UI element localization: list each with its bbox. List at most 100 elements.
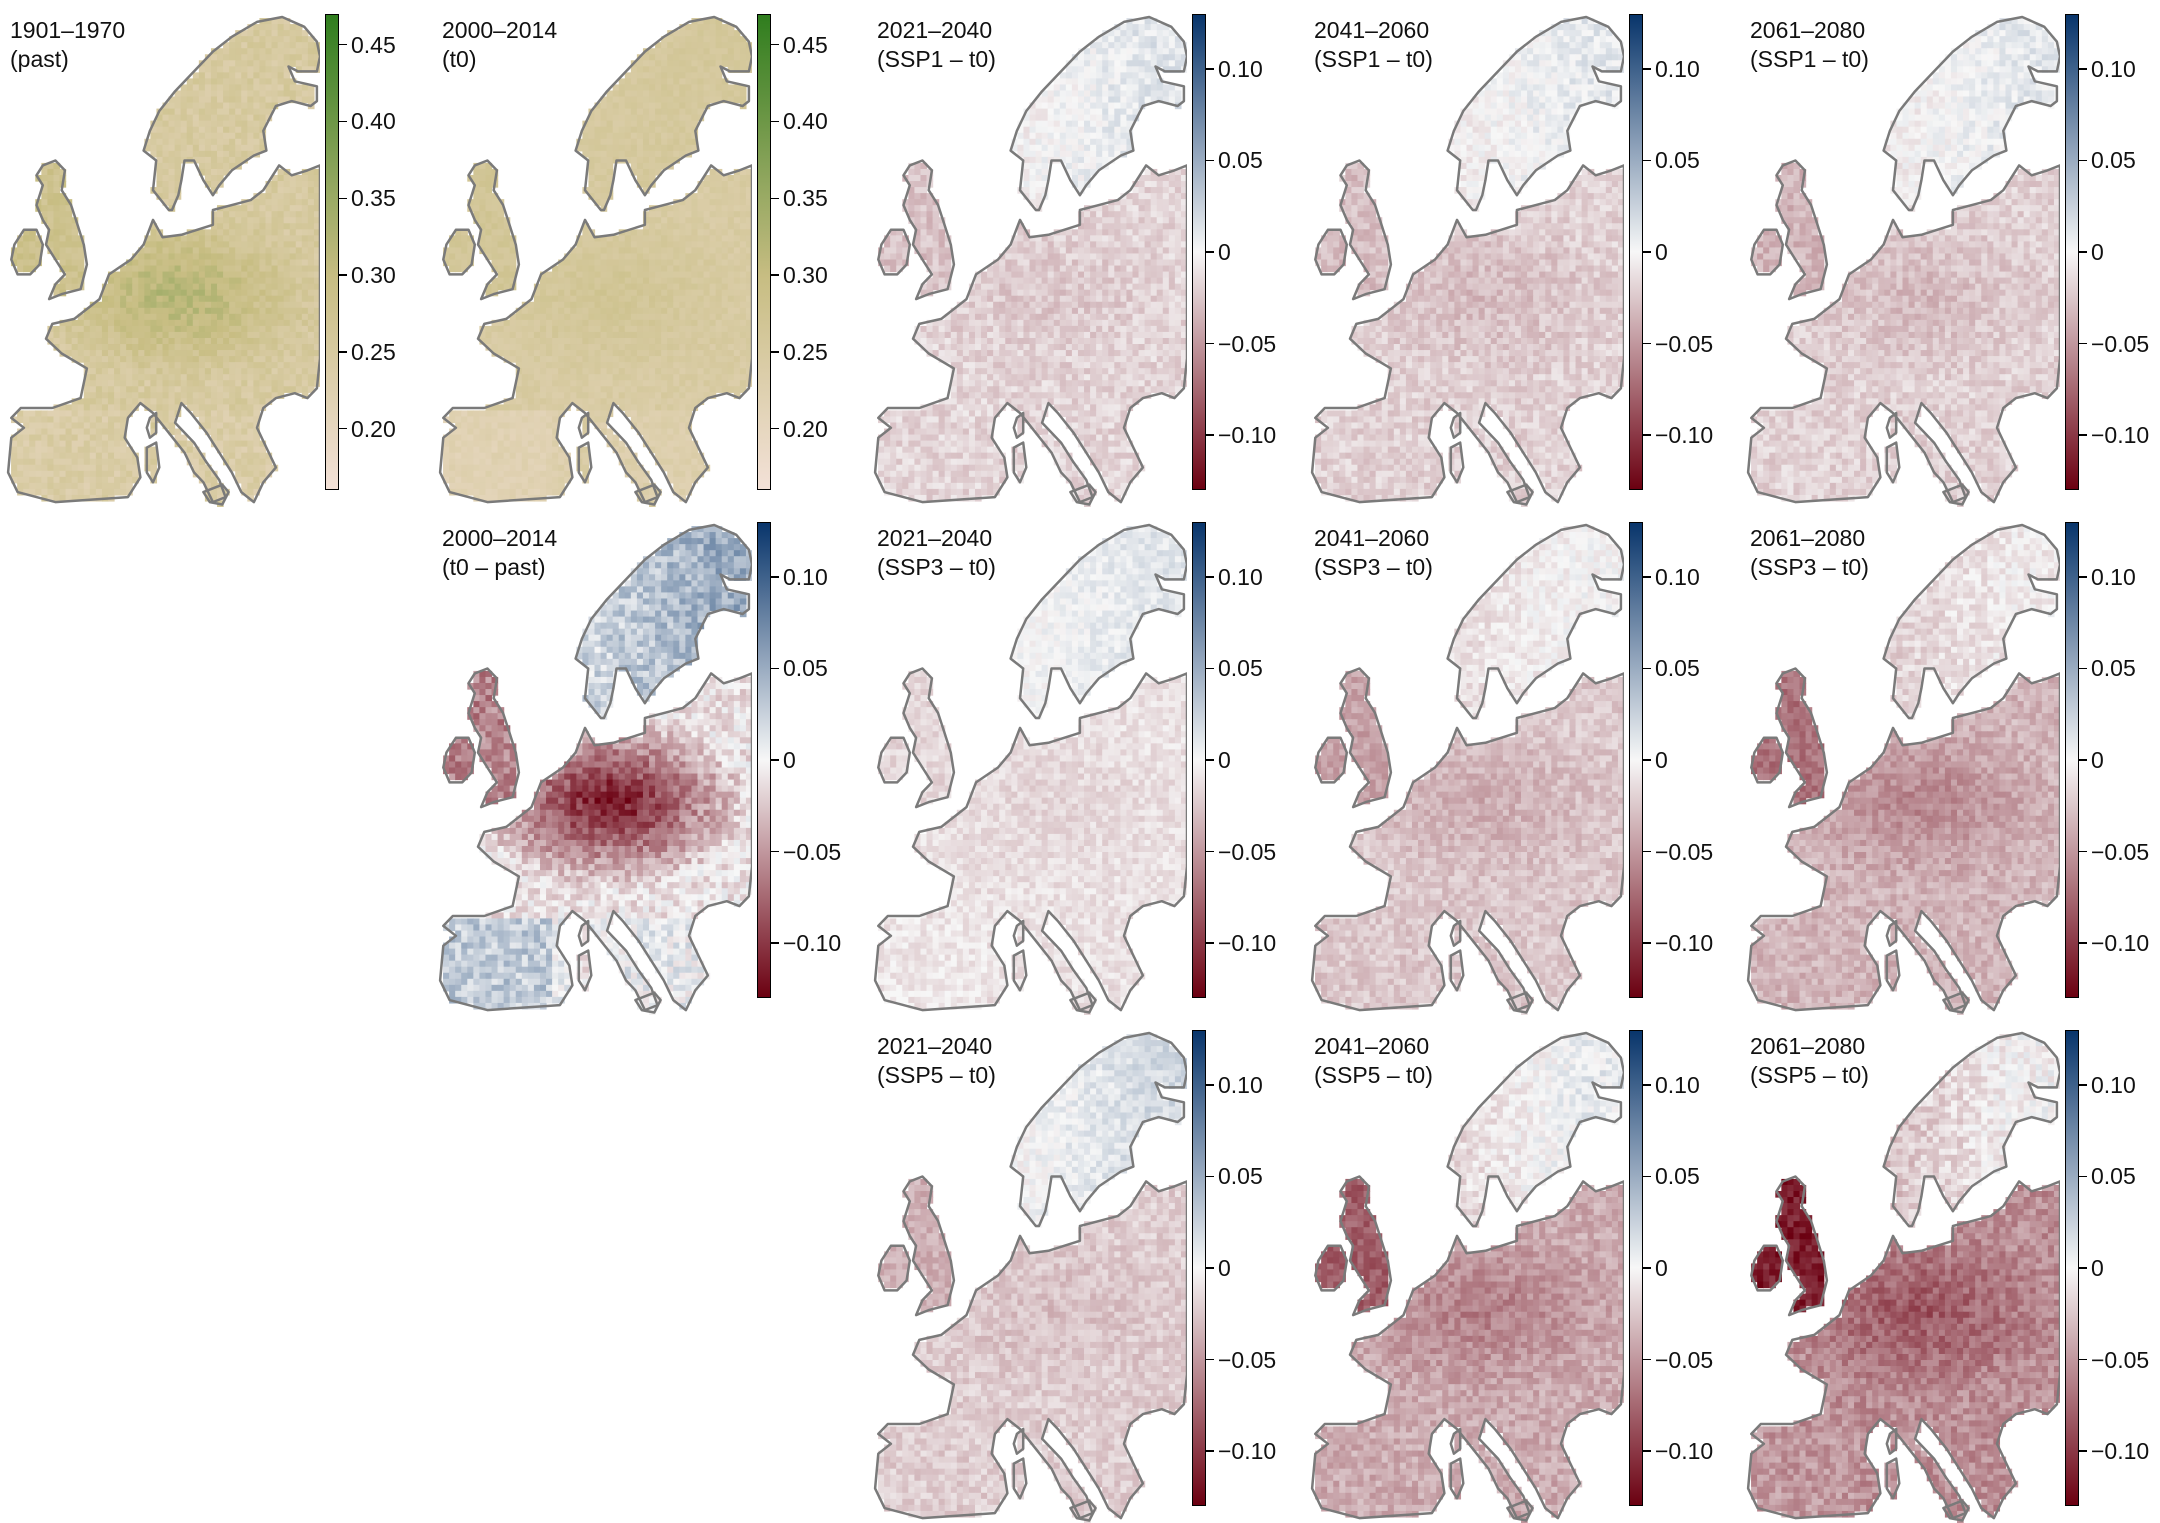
grid-cell	[302, 344, 309, 351]
grid-cell	[679, 205, 686, 212]
grid-cell	[235, 344, 242, 351]
grid-cell	[595, 344, 602, 351]
grid-cell	[625, 247, 632, 254]
grid-cell	[649, 139, 656, 146]
grid-cell	[181, 320, 188, 327]
grid-cell	[492, 471, 499, 478]
grid-cell	[528, 386, 535, 393]
colorbar-tick-label: 0.45	[783, 33, 828, 57]
grid-cell	[691, 459, 698, 466]
grid-cell	[235, 60, 242, 67]
grid-cell	[528, 362, 535, 369]
grid-cell	[516, 489, 523, 496]
grid-cell	[47, 447, 54, 454]
grid-cell	[691, 115, 698, 122]
grid-cell	[1114, 30, 1121, 37]
grid-cell	[625, 314, 632, 321]
grid-cell	[649, 169, 656, 176]
grid-cell	[679, 66, 686, 73]
grid-cell	[66, 217, 73, 224]
grid-cell	[223, 441, 230, 448]
grid-cell	[35, 422, 42, 429]
grid-cell	[278, 368, 285, 375]
grid-cell	[510, 453, 517, 460]
grid-cell	[156, 380, 163, 387]
grid-cell	[601, 133, 608, 140]
grid-cell	[631, 368, 638, 375]
grid-cell	[114, 350, 121, 357]
grid-cell	[716, 78, 723, 85]
grid-cell	[576, 356, 583, 363]
grid-cell	[169, 247, 176, 254]
grid-cell	[697, 356, 704, 363]
grid-cell	[1066, 97, 1073, 104]
grid-cell	[235, 332, 242, 339]
grid-cell	[181, 235, 188, 242]
grid-cell	[697, 30, 704, 37]
grid-cell	[697, 350, 704, 357]
grid-cell	[259, 30, 266, 37]
grid-cell	[193, 247, 200, 254]
grid-cell	[253, 205, 260, 212]
grid-cell	[193, 139, 200, 146]
grid-cell	[1072, 133, 1079, 140]
grid-cell	[649, 441, 656, 448]
grid-cell	[90, 308, 97, 315]
grid-cell	[1054, 133, 1061, 140]
grid-cell	[163, 151, 170, 158]
grid-cell	[697, 326, 704, 333]
grid-cell	[1126, 97, 1133, 104]
grid-cell	[631, 392, 638, 399]
grid-cell	[625, 109, 632, 116]
grid-cell	[479, 441, 486, 448]
grid-cell	[138, 266, 145, 273]
grid-cell	[625, 139, 632, 146]
grid-cell	[302, 380, 309, 387]
grid-cell	[217, 441, 224, 448]
grid-cell	[302, 356, 309, 363]
grid-cell	[108, 435, 115, 442]
colorbar-gradient	[757, 14, 771, 490]
grid-cell	[259, 78, 266, 85]
grid-cell	[229, 296, 236, 303]
grid-cell	[253, 296, 260, 303]
grid-cell	[498, 404, 505, 411]
grid-cell	[546, 290, 553, 297]
grid-cell	[740, 217, 747, 224]
grid-cell	[679, 48, 686, 55]
grid-cell	[17, 266, 24, 273]
grid-cell	[534, 410, 541, 417]
grid-cell	[259, 241, 266, 248]
grid-cell	[685, 314, 692, 321]
grid-cell	[607, 320, 614, 327]
grid-cell	[96, 483, 103, 490]
grid-cell	[704, 332, 711, 339]
grid-cell	[643, 97, 650, 104]
grid-cell	[35, 416, 42, 423]
grid-cell	[290, 205, 297, 212]
grid-cell	[716, 272, 723, 279]
grid-cell	[661, 386, 668, 393]
grid-cell	[66, 410, 73, 417]
grid-cell	[716, 181, 723, 188]
grid-cell	[728, 241, 735, 248]
grid-cell	[619, 386, 626, 393]
grid-cell	[41, 489, 48, 496]
grid-cell	[607, 260, 614, 267]
grid-cell	[247, 42, 254, 49]
grid-cell	[710, 302, 717, 309]
grid-cell	[1163, 54, 1170, 61]
grid-cell	[582, 338, 589, 345]
grid-cell	[679, 296, 686, 303]
grid-cell	[1072, 72, 1079, 79]
grid-cell	[144, 362, 151, 369]
grid-cell	[302, 302, 309, 309]
grid-cell	[278, 308, 285, 315]
grid-cell	[163, 181, 170, 188]
grid-cell	[96, 471, 103, 478]
grid-cell	[485, 410, 492, 417]
grid-cell	[685, 78, 692, 85]
grid-cell	[175, 97, 182, 104]
grid-cell	[205, 326, 212, 333]
grid-cell	[53, 193, 60, 200]
